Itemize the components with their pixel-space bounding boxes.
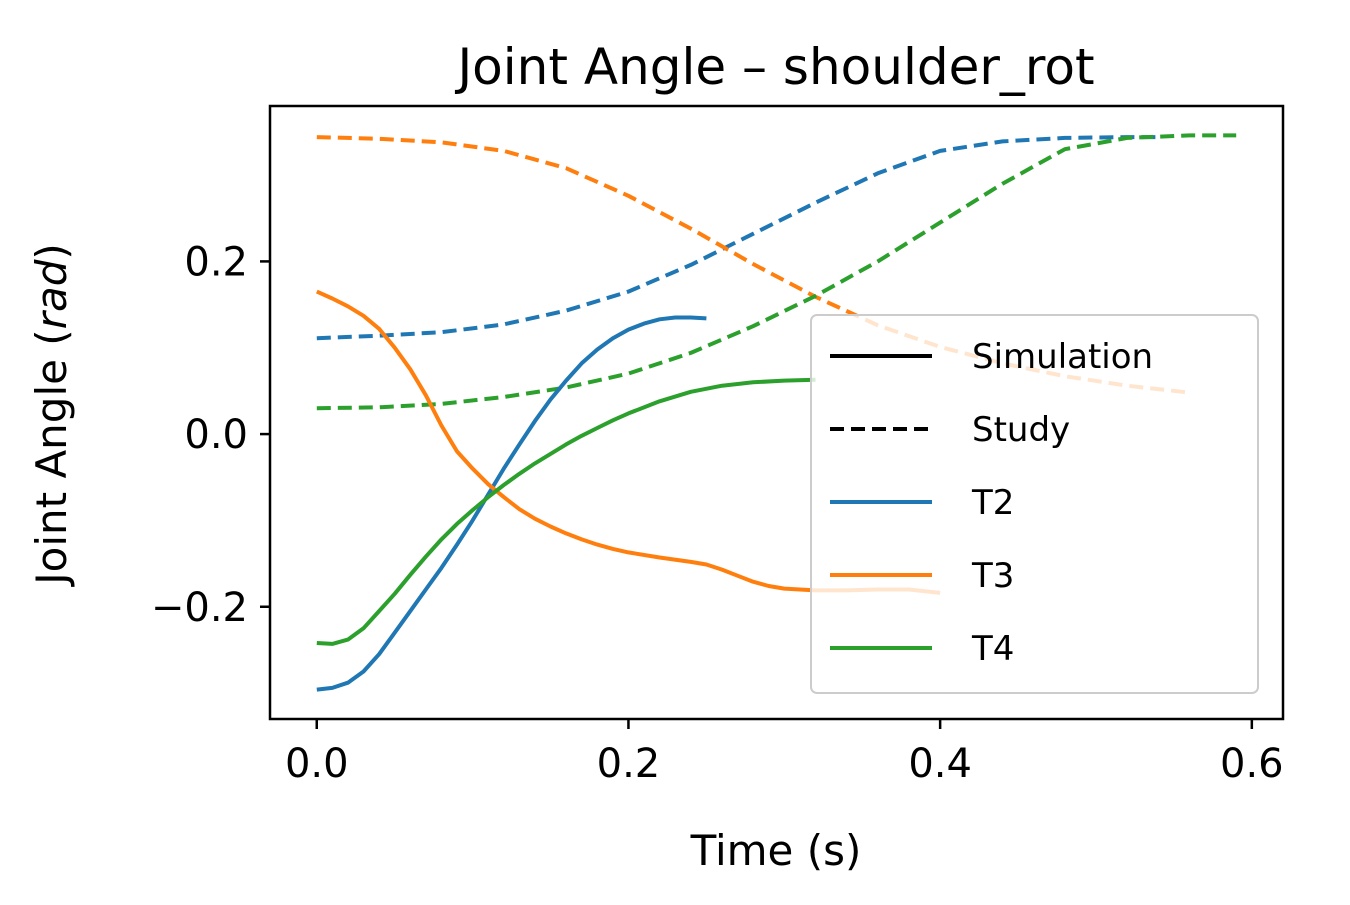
y-axis-label-main: Joint Angle ( [27, 329, 76, 587]
legend-label-t4: T4 [971, 629, 1014, 669]
y-tick-label: 0.0 [184, 412, 248, 458]
x-tick-label: 0.6 [1220, 741, 1284, 787]
series-line-t3-simulation [315, 289, 941, 595]
legend-label-t2: T2 [971, 483, 1014, 523]
x-tick-label: 0.2 [597, 741, 661, 787]
axes: 0.0 0.2 0.4 0.6 −0.2 0.0 0.2 [151, 104, 1285, 787]
y-tick-label: −0.2 [151, 585, 248, 631]
x-axis-label: Time (s) [690, 826, 862, 875]
x-tick-label: 0.0 [285, 741, 349, 787]
series-line-t4-study [316, 133, 1237, 411]
series-line-t2-simulation [316, 315, 707, 692]
series-line-t2-study [316, 135, 1159, 341]
legend-box [810, 314, 1259, 694]
chart-title: Joint Angle – shoulder_rot [454, 38, 1094, 96]
y-axis-label-close: ) [27, 243, 76, 259]
legend-label-t3: T3 [971, 556, 1014, 596]
legend-label-study: Study [972, 410, 1070, 450]
legend: Simulation Study T2 T3 T4 [810, 314, 1259, 694]
y-tick-label: 0.2 [184, 239, 248, 285]
plot-lines [315, 133, 1237, 692]
y-axis-label: Joint Angle (rad) [27, 243, 76, 588]
y-axis-label-unit: rad [27, 259, 76, 329]
legend-label-simulation: Simulation [972, 337, 1153, 377]
plot-frame [268, 104, 1285, 721]
series-line-t3-study [316, 135, 1190, 395]
x-tick-label: 0.4 [908, 741, 972, 787]
series-line-t4-simulation [316, 377, 816, 646]
